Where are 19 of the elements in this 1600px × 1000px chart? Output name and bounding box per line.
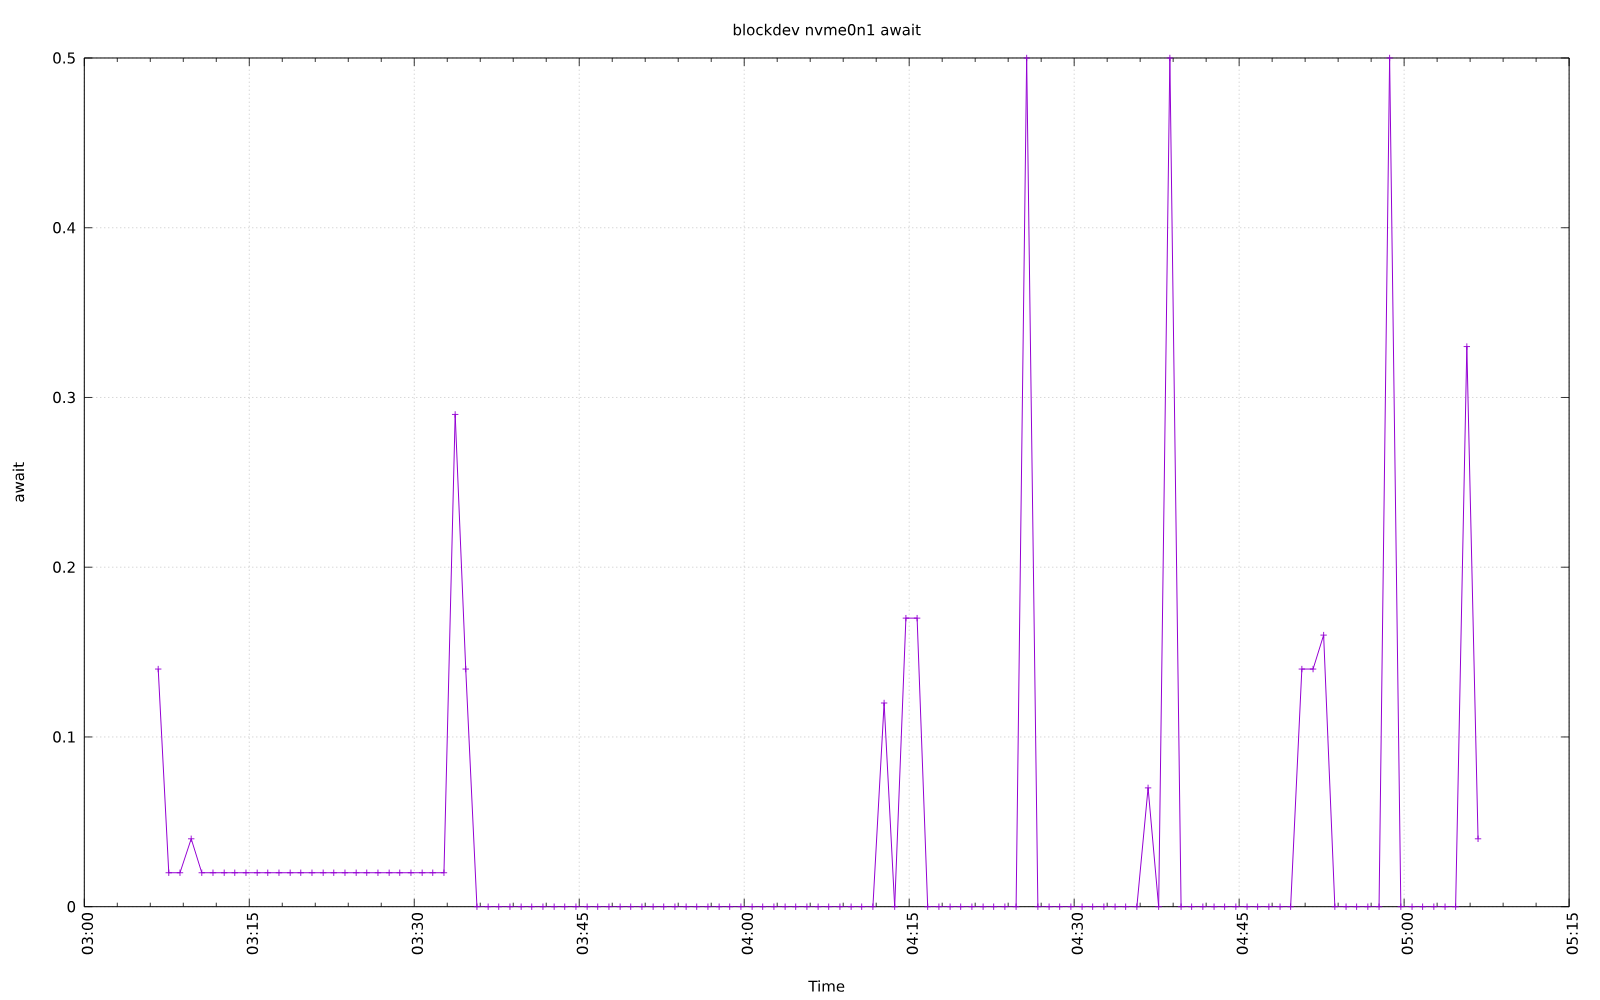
y-tick-label: 0.1 [53, 731, 75, 743]
x-tick-label: 05:00 [1401, 912, 1413, 955]
x-tick-label: 04:15 [906, 913, 918, 955]
y-tick-label: 0.2 [53, 561, 75, 573]
x-tick-label: 03:30 [411, 912, 424, 955]
y-tick-label: 0.4 [53, 222, 76, 234]
x-tick-label: 04:30 [1071, 912, 1083, 955]
x-tick-label: 04:00 [741, 912, 753, 955]
y-axis-title: await [12, 462, 25, 502]
x-tick-label: 03:00 [81, 912, 94, 955]
x-tick-label: 03:15 [246, 913, 259, 955]
x-tick-label: 03:45 [576, 913, 589, 955]
chart-title: blockdev nvme0n1 await [733, 23, 921, 36]
y-tick-label: 0 [67, 901, 76, 913]
x-axis-title: Time [808, 980, 845, 992]
y-tick-label: 0.3 [53, 391, 75, 404]
x-tick-label: 04:45 [1236, 913, 1248, 955]
x-tick-label: 05:15 [1566, 913, 1578, 955]
y-tick-label: 0.5 [53, 52, 75, 64]
